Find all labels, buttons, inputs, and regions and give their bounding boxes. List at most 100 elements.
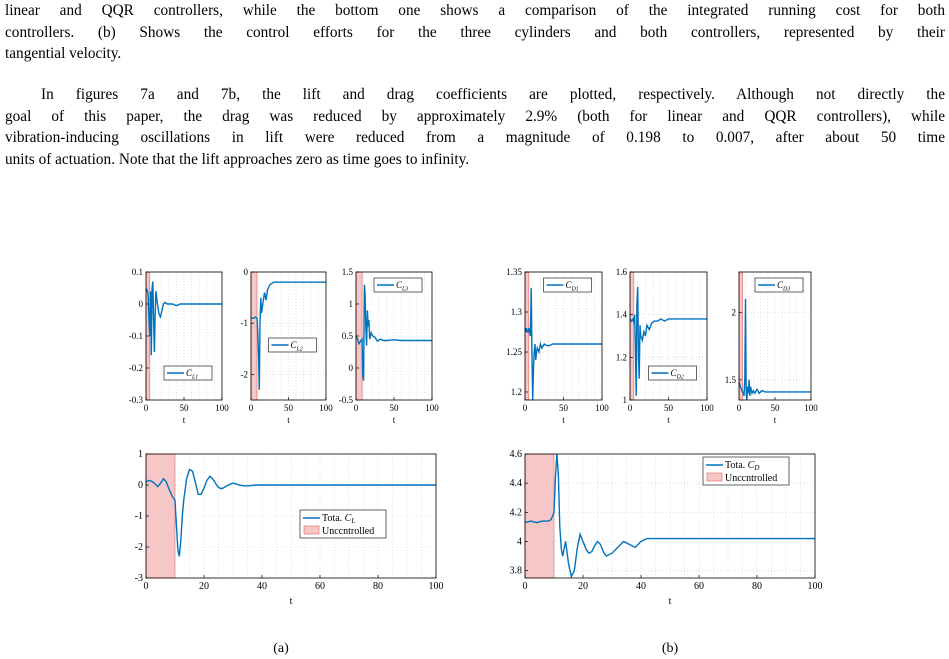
axes-cl2: 0 50 100 0 -1 -2 t CL2 — [241, 267, 334, 425]
x-tick-label: 100 — [429, 581, 444, 592]
y-tick-label: -2 — [135, 542, 143, 553]
y-tick-label: 1.2 — [511, 387, 522, 397]
x-axis-label: t — [774, 415, 777, 425]
series-line — [629, 286, 707, 396]
x-tick-label: 0 — [523, 403, 528, 413]
para1-line-3: tangential velocity. — [5, 45, 122, 62]
series-line — [738, 298, 811, 401]
y-tick-label: 1.25 — [506, 347, 522, 357]
x-tick-label: 0 — [144, 581, 149, 592]
y-tick-label: 1.5 — [725, 375, 737, 385]
x-tick-label: 100 — [215, 403, 229, 413]
y-tick-label: 0.5 — [342, 331, 354, 341]
legend-box — [268, 337, 317, 353]
x-tick-label: 80 — [752, 581, 762, 592]
x-tick-label: 50 — [664, 403, 674, 413]
legend-label-total: Tota. CL — [322, 513, 355, 525]
x-axis-label: t — [183, 415, 186, 425]
axes-cd1: 0 50 100 1.35 1.3 1.25 1.2 t CD1 — [506, 267, 609, 425]
legend: CL1 — [163, 365, 213, 381]
legend: CL3 — [373, 277, 423, 293]
y-tick-label: 0 — [349, 363, 354, 373]
caption-a: (a) — [273, 641, 289, 656]
x-tick-label: 100 — [700, 403, 714, 413]
y-tick-label: 1.2 — [616, 352, 627, 362]
x-axis-label: t — [667, 415, 670, 425]
y-tick-label: -1 — [241, 318, 249, 328]
x-tick-label: 20 — [199, 581, 209, 592]
y-tick-label: 4.6 — [510, 449, 523, 460]
legend-label-total: Tota. CD — [725, 460, 759, 472]
series-line — [355, 284, 432, 381]
para1-line-2: controllers. (b) Shows the control effor… — [5, 23, 945, 41]
y-tick-label: 0 — [139, 299, 144, 309]
y-tick-label: 2 — [732, 307, 737, 317]
axes-cl1: 0 50 100 0.1 0 -0.1 -0.2 -0.3 t CL1 — [129, 267, 230, 425]
x-tick-label: 50 — [390, 403, 400, 413]
legend-swatch-region — [303, 525, 320, 535]
y-tick-label: 1 — [623, 395, 628, 405]
x-tick-label: 80 — [373, 581, 383, 592]
legend: CD3 — [754, 277, 804, 293]
y-tick-label: -0.1 — [129, 331, 143, 341]
x-tick-label: 0 — [354, 403, 359, 413]
series-line — [251, 281, 326, 390]
x-tick-label: 40 — [257, 581, 267, 592]
caption-b: (b) — [662, 641, 679, 656]
legend-label-uncontrolled: Unccntrolled — [322, 526, 374, 537]
uncontrolled-region — [738, 271, 743, 401]
y-tick-label: 1 — [349, 299, 354, 309]
paragraph-2: In figures 7a and 7b, the lift and drag … — [5, 84, 945, 170]
x-tick-label: 100 — [808, 581, 823, 592]
y-tick-label: 1.5 — [342, 267, 354, 277]
x-tick-label: 100 — [319, 403, 333, 413]
y-tick-label: 0.1 — [132, 267, 143, 277]
x-axis-label: t — [393, 415, 396, 425]
legend-label-uncontrolled: Unccntrolled — [725, 473, 777, 484]
y-tick-label: 4.2 — [510, 507, 523, 518]
legend-label: CL1 — [186, 368, 198, 380]
legend-label: CD1 — [566, 280, 579, 292]
y-tick-label: -2 — [241, 369, 249, 379]
uncontrolled-region — [524, 271, 530, 401]
axes-cd2: 0 50 100 1.6 1.4 1.2 1 t CD2 — [616, 267, 715, 425]
legend-label: CD2 — [671, 368, 684, 380]
para2-line-1: In figures 7a and 7b, the lift and drag … — [41, 86, 945, 103]
x-tick-label: 60 — [694, 581, 704, 592]
x-axis-label: t — [287, 415, 290, 425]
y-tick-label: 0 — [138, 480, 143, 491]
y-tick-label: -1 — [135, 511, 143, 522]
y-tick-label: 1.3 — [511, 307, 523, 317]
series-line — [145, 468, 436, 557]
y-tick-label: 3.8 — [510, 566, 523, 577]
para1-line-1: linear and QQR controllers, while the bo… — [5, 2, 945, 19]
y-tick-label: 1.35 — [506, 267, 522, 277]
y-tick-label: -0.2 — [129, 363, 143, 373]
legend-box — [648, 365, 697, 381]
legend-box — [373, 277, 423, 293]
legend-box — [543, 277, 592, 293]
y-tick-label: 4.4 — [510, 478, 523, 489]
series-line — [524, 287, 602, 401]
y-tick-label: 4 — [517, 537, 522, 548]
x-tick-label: 0 — [249, 403, 254, 413]
y-tick-label: -0.5 — [339, 395, 354, 405]
x-tick-label: 0 — [737, 403, 742, 413]
series-line — [145, 281, 222, 356]
x-axis-label: t — [669, 596, 672, 607]
x-tick-label: 60 — [315, 581, 325, 592]
x-tick-label: 50 — [284, 403, 294, 413]
legend-label: CL3 — [396, 280, 408, 292]
uncontrolled-region — [250, 271, 258, 401]
para2-line-3: vibration-inducing oscillations in lift … — [5, 129, 945, 146]
uncontrolled-region — [524, 453, 555, 579]
x-tick-label: 50 — [180, 403, 190, 413]
x-tick-label: 100 — [425, 403, 439, 413]
legend-box — [163, 365, 213, 381]
x-axis-label: t — [562, 415, 565, 425]
legend-label: CL2 — [291, 340, 303, 352]
x-axis-label: t — [290, 596, 293, 607]
